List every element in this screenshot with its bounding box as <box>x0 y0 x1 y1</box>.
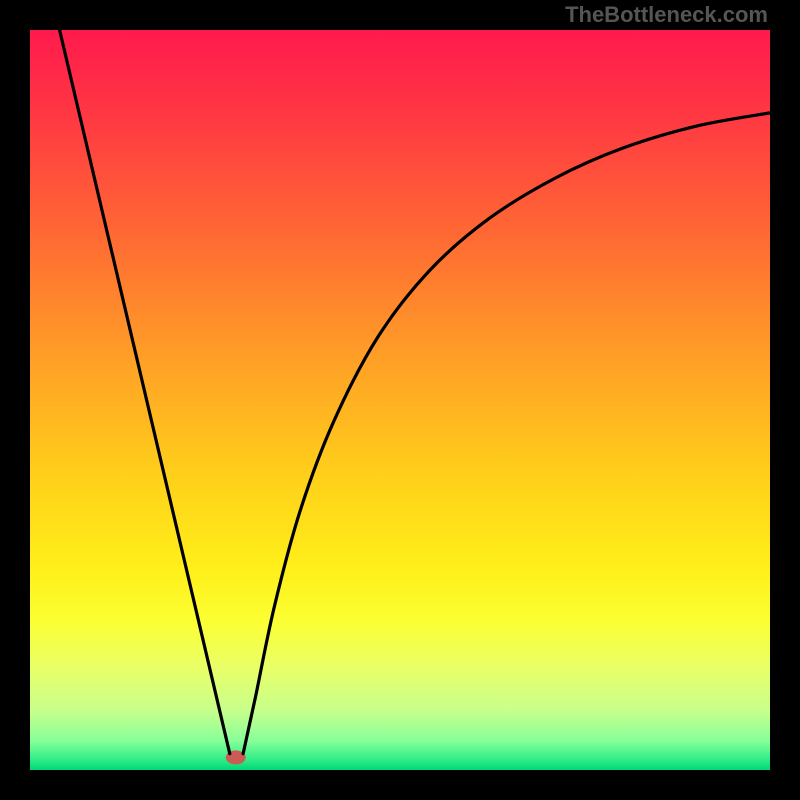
curve-right <box>243 113 770 754</box>
plot-area <box>30 30 770 770</box>
curve-layer <box>30 30 770 770</box>
watermark-text: TheBottleneck.com <box>565 2 768 28</box>
curve-left <box>60 30 230 754</box>
